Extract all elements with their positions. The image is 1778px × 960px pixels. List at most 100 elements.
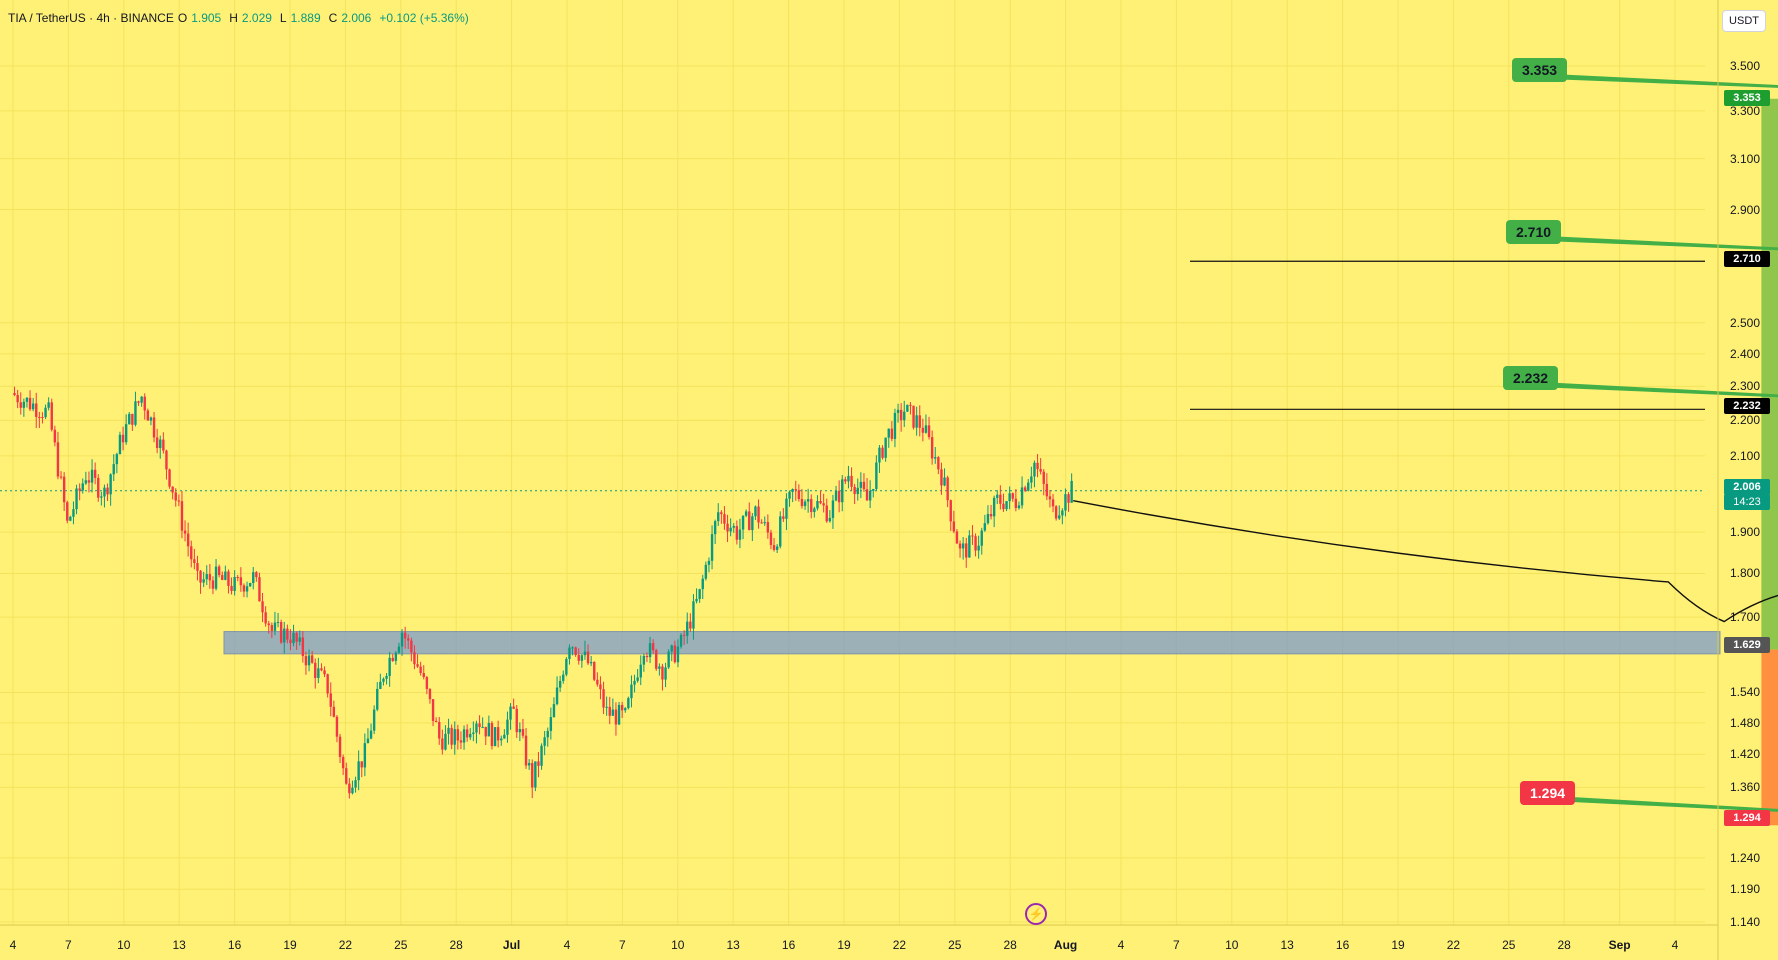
candle-body xyxy=(720,512,723,515)
candle-body xyxy=(614,709,618,725)
candle-body xyxy=(431,699,435,721)
price-tick-label: 1.540 xyxy=(1729,685,1760,700)
candle-body xyxy=(199,570,202,583)
candle-body xyxy=(825,505,828,522)
candle-body xyxy=(230,585,233,591)
candle-body xyxy=(456,729,460,741)
candle-body xyxy=(103,487,106,497)
candle-body xyxy=(952,521,956,532)
candle-body xyxy=(620,704,624,711)
target-callout[interactable]: 3.353 xyxy=(1512,58,1568,82)
candle-body xyxy=(239,577,243,586)
candle-body xyxy=(403,632,407,639)
candle-body xyxy=(190,546,193,560)
candle-body xyxy=(872,488,875,491)
date-tick-label: 4 xyxy=(1117,938,1125,952)
candle-body xyxy=(527,763,531,766)
candle-body xyxy=(146,410,150,421)
candle-body xyxy=(379,681,382,689)
date-tick-label: 13 xyxy=(1280,938,1294,952)
candle-body xyxy=(465,729,469,738)
date-tick-label: 16 xyxy=(227,938,242,952)
candle-body xyxy=(112,464,115,475)
level-1-callout[interactable]: 2.232 xyxy=(1503,366,1559,390)
candle-body xyxy=(521,729,525,736)
candle-body xyxy=(782,516,785,519)
candle-body xyxy=(78,488,81,491)
candle-body xyxy=(289,639,292,644)
candle-body xyxy=(236,576,239,578)
change-value: +0.102 (+5.36%) xyxy=(379,11,469,25)
candle-body xyxy=(214,566,218,589)
candle-body xyxy=(713,521,717,535)
date-tick-label: 4 xyxy=(1671,938,1679,952)
date-tick-label: 10 xyxy=(1225,938,1239,952)
level-2-callout[interactable]: 2.710 xyxy=(1506,220,1562,244)
candle-body xyxy=(97,477,100,498)
candle-body xyxy=(763,522,766,524)
candle-body xyxy=(937,457,940,470)
candle-body xyxy=(800,499,804,507)
candle-body xyxy=(906,404,909,412)
candle-body xyxy=(183,530,187,534)
candle-body xyxy=(760,522,763,524)
candle-body xyxy=(996,494,999,498)
candle-body xyxy=(357,761,360,781)
candle-body xyxy=(999,494,1002,504)
date-tick-label: 13 xyxy=(172,938,186,952)
candle-body xyxy=(348,783,351,794)
low-label: L xyxy=(279,11,287,25)
candle-body xyxy=(109,474,112,495)
candle-body xyxy=(28,397,32,410)
date-tick-label: 7 xyxy=(1173,938,1180,952)
candle-body xyxy=(707,560,711,565)
currency-selector[interactable]: USDT xyxy=(1722,10,1766,32)
callout-pointer xyxy=(1512,72,1778,88)
candle-body xyxy=(264,612,267,624)
close-value: 2.006 xyxy=(341,11,372,25)
lightning-icon[interactable]: ⚡ xyxy=(1025,903,1047,925)
stop-callout[interactable]: 1.294 xyxy=(1520,781,1576,805)
candle-body xyxy=(965,543,968,558)
candle-body xyxy=(989,514,993,517)
candle-body xyxy=(165,450,168,470)
candle-body xyxy=(137,401,140,403)
candle-body xyxy=(794,489,797,491)
price-tick-label: 1.140 xyxy=(1729,915,1760,929)
candle-body xyxy=(360,761,363,768)
candle-body xyxy=(930,437,934,459)
candle-body xyxy=(159,439,162,449)
price-tick-label: 1.360 xyxy=(1729,780,1760,795)
candle-body xyxy=(162,439,165,451)
candle-body xyxy=(487,723,491,737)
candle-body xyxy=(363,743,367,768)
candle-body xyxy=(35,403,38,417)
price-tick-label: 1.480 xyxy=(1729,715,1760,730)
candle-body xyxy=(512,706,515,709)
candle-body xyxy=(450,727,453,745)
date-tick-label: 16 xyxy=(781,938,796,952)
candle-body xyxy=(729,527,732,532)
date-tick-label: 19 xyxy=(1391,938,1405,952)
countdown-badge: 14:23 xyxy=(1724,494,1770,510)
candle-body xyxy=(323,670,326,675)
candle-body xyxy=(1036,462,1039,470)
candle-body xyxy=(140,396,143,403)
date-tick-label: 28 xyxy=(449,938,463,952)
candle-body xyxy=(84,480,88,484)
candle-body xyxy=(890,428,894,439)
candle-body xyxy=(180,501,184,531)
candle-body xyxy=(413,652,416,665)
high-value: 2.029 xyxy=(241,11,272,25)
candle-body xyxy=(131,413,134,425)
candle-body xyxy=(549,717,553,731)
candle-body xyxy=(493,727,497,747)
candle-body xyxy=(124,424,128,443)
candle-body xyxy=(41,417,44,419)
target-price-badge: 3.353 xyxy=(1724,90,1770,106)
candle-body xyxy=(865,489,869,501)
candle-body xyxy=(608,706,611,716)
candle-body xyxy=(193,559,196,564)
